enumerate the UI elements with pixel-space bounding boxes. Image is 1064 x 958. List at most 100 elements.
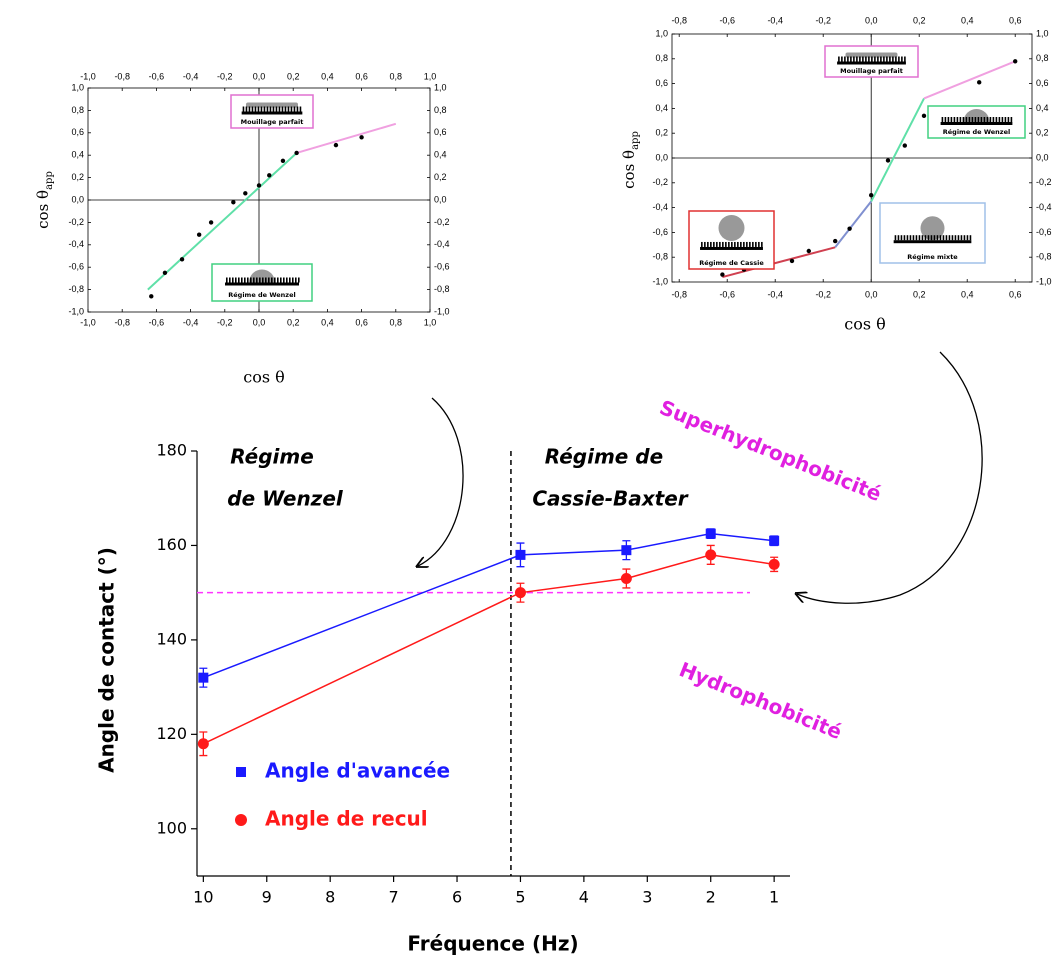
pillar	[257, 106, 260, 112]
x-tick-label: 0,0	[253, 71, 266, 81]
y-tick-label: -1,0	[434, 306, 450, 316]
pillar	[707, 241, 709, 247]
x-tick-label: 0,0	[253, 317, 266, 327]
pillar	[293, 106, 296, 112]
y-tick-label: -0,2	[68, 217, 84, 227]
x-tick-label: -0,6	[719, 289, 735, 299]
x-tick-label: 10	[193, 888, 213, 907]
pillar	[242, 106, 245, 112]
pillar	[254, 106, 257, 112]
data-point	[179, 257, 185, 262]
x-tick-label: 2	[706, 888, 716, 907]
pillar	[838, 56, 840, 62]
x-tick-label: 0,2	[913, 289, 926, 299]
pillar	[262, 277, 264, 283]
pillar	[944, 117, 947, 122]
data-point	[256, 183, 262, 188]
pillar	[886, 56, 888, 62]
pillar	[921, 235, 924, 241]
pillar	[853, 56, 855, 62]
pillar	[962, 117, 965, 122]
annotation: de Wenzel	[227, 487, 344, 511]
pillar	[746, 241, 748, 247]
x-tick-label: -0,6	[149, 317, 165, 327]
y-tick-label: 0,4	[434, 150, 447, 160]
x-tick-label: 1,0	[424, 71, 437, 81]
y-tick-label: 1,0	[655, 28, 668, 38]
x-tick-label: 1	[769, 888, 779, 907]
pillar	[968, 117, 971, 122]
pillar	[889, 56, 891, 62]
y-tick-label: 0,8	[71, 105, 84, 115]
pillar	[977, 117, 980, 122]
data-point	[720, 272, 725, 277]
pillar	[960, 235, 963, 241]
y-tick-label: 140	[156, 629, 187, 648]
pillar	[704, 241, 706, 247]
y-tick-label: 1,0	[434, 82, 447, 92]
pillar	[844, 56, 846, 62]
pillar	[883, 56, 885, 62]
data-point	[162, 270, 168, 275]
pillar	[903, 235, 906, 241]
y-tick-label: 1,0	[71, 82, 84, 92]
pillar	[281, 106, 284, 112]
data-point	[197, 738, 209, 750]
pillar	[740, 241, 742, 247]
x-tick-label: -0,2	[217, 317, 233, 327]
legend-label: Angle d'avancée	[265, 759, 450, 783]
x-tick-label: 0,4	[321, 317, 334, 327]
x-tick-label: 5	[515, 888, 525, 907]
x-axis-label: Fréquence (Hz)	[407, 932, 578, 956]
data-point	[705, 549, 717, 561]
surface	[700, 246, 763, 250]
x-tick-label: 0,6	[1009, 15, 1022, 25]
pillar	[989, 117, 992, 122]
pillar	[939, 235, 942, 241]
annotation-label: Régime mixte	[907, 253, 958, 261]
annotation-label: Régime de Cassie	[699, 259, 764, 267]
y-tick-label: -0,8	[652, 252, 668, 262]
pillar	[298, 277, 300, 283]
pillar	[265, 277, 267, 283]
pillar	[271, 277, 273, 283]
data-point	[208, 220, 214, 225]
pillar	[232, 277, 234, 283]
data-point	[921, 113, 927, 119]
pillar	[1001, 117, 1004, 122]
y-tick-label: 0,2	[71, 172, 84, 182]
data-point	[198, 672, 209, 683]
x-tick-label: 1,0	[424, 317, 437, 327]
pillar	[248, 106, 251, 112]
pillar	[226, 277, 228, 283]
pillar	[951, 235, 954, 241]
x-tick-label: 0,0	[865, 15, 878, 25]
x-axis-label: cos θ	[844, 315, 886, 334]
pillar	[290, 106, 293, 112]
pillar	[936, 235, 939, 241]
x-tick-label: -0,6	[149, 71, 165, 81]
pillar	[918, 235, 921, 241]
pillar	[954, 235, 957, 241]
droplet	[845, 52, 898, 58]
x-tick-label: 0,4	[321, 71, 334, 81]
pillar	[737, 241, 739, 247]
pillar	[983, 117, 986, 122]
pillar	[268, 277, 270, 283]
data-point	[514, 587, 526, 599]
pillar	[749, 241, 751, 247]
data-point	[902, 143, 907, 148]
x-tick-label: 0,0	[865, 289, 878, 299]
y-tick-label: -0,6	[68, 262, 84, 272]
pillar	[971, 117, 974, 122]
x-tick-label: 0,4	[961, 289, 974, 299]
pillar	[895, 56, 897, 62]
pillar	[275, 106, 278, 112]
y-tick-label: 180	[156, 441, 187, 460]
surface	[241, 111, 303, 115]
pillar	[930, 235, 933, 241]
pillar	[871, 56, 873, 62]
y-tick-label: 0,6	[434, 127, 447, 137]
fit-line	[296, 122, 397, 154]
data-point	[769, 535, 780, 546]
